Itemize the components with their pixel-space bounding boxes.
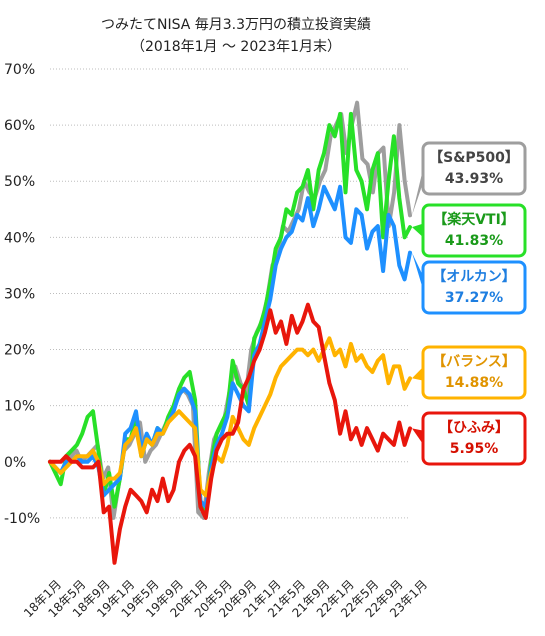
callout-value: 37.27% [445,290,503,306]
callout-box [421,141,527,196]
callout-ひふみ: 【ひふみ】 5.95% [412,411,527,466]
callout-value: 41.83% [445,233,503,249]
callout-series-name: 【S&P500】 [429,150,519,166]
chart-title: つみたてNISA 毎月3.3万円の積立投資実績 [101,17,371,33]
callout-series-name: 【オルカン】 [432,269,516,285]
callout-楽天VTI: 【楽天VTI】 41.83% [412,203,527,258]
callout-series-name: 【楽天VTI】 [433,211,515,228]
grid-layer [50,68,410,519]
y-tick-label: 50% [4,174,35,190]
callout-layer: 【S&P500】43.93%【楽天VTI】41.83%【オルカン】37.27%【… [412,141,527,466]
callout-box [421,260,527,315]
series-layer [48,100,412,565]
series-line-楽天VTI [48,111,412,515]
y-tick-label: 40% [4,230,35,246]
x-axis: 18年1月18年5月18年9月19年1月19年5月19年9月20年1月20年5月… [21,577,430,620]
series-line-ひふみ [48,302,412,565]
callout-box [421,203,527,258]
chart-subtitle: （2018年1月 〜 2023年1月末） [131,39,341,55]
y-tick-label: 30% [4,286,35,302]
callout-series-name: 【ひふみ】 [439,420,509,436]
series-line-オルカン [48,184,412,509]
callout-value: 43.93% [445,171,503,187]
callout-value: 14.88% [445,375,503,391]
y-tick-label: 0% [4,455,26,471]
callout-バランス: 【バランス】 14.88% [412,345,527,400]
y-tick-label: -10% [4,511,40,527]
series-line-バランス [48,336,412,498]
callout-S&P500: 【S&P500】 43.93% [412,141,527,216]
callout-series-name: 【バランス】 [432,354,516,370]
y-tick-label: 70% [4,62,35,78]
y-tick-label: 10% [4,399,35,415]
callout-box [421,345,527,400]
callout-pointer [412,161,425,216]
y-axis: 70% 60% 50% 40% 30% 20% 10% 0% -10% [4,62,40,527]
callout-オルカン: 【オルカン】 37.27% [412,252,527,315]
y-tick-label: 20% [4,343,35,359]
callout-box [421,411,527,466]
callout-value: 5.95% [450,441,499,457]
y-tick-label: 60% [4,118,35,134]
